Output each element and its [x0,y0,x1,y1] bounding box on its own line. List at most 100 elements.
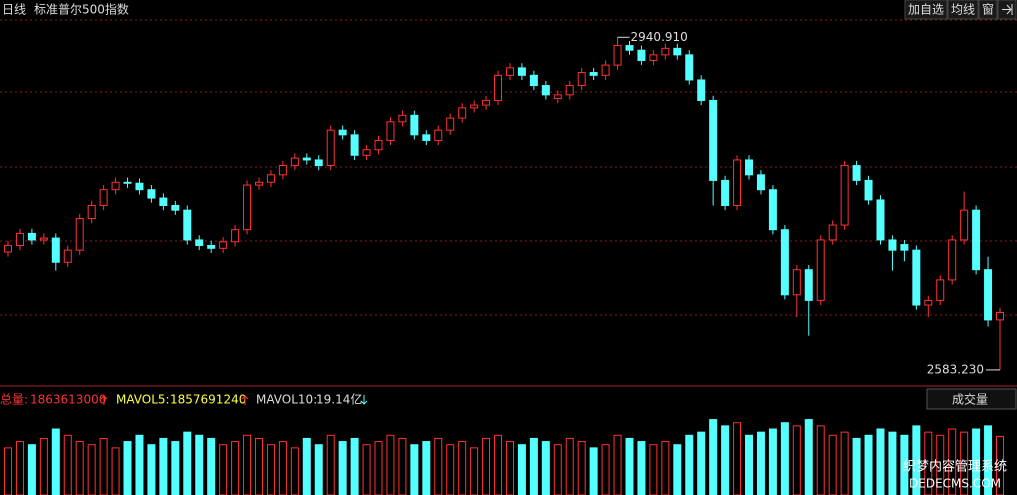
volume-bar [159,437,168,495]
down-arrow [360,395,368,405]
expand-icon [1002,4,1013,15]
candle-body [541,85,550,96]
candle-body [565,85,574,96]
candle-body [51,237,60,263]
volume-bar [111,447,120,495]
volume-bar [553,444,562,495]
candle-body [553,94,562,100]
candle-body [697,79,706,101]
volume-bar [39,437,48,495]
candle-body [123,181,132,184]
volume-bar [75,441,84,495]
button[interactable]: 均线 [951,3,975,17]
candle-body [972,209,981,271]
volume-bar [733,422,742,495]
volume-bar [673,444,682,495]
candle-body [39,237,48,241]
candle-body [87,205,96,220]
up-arrow [100,395,108,405]
candle-body [984,269,993,321]
instrument-name: 标准普尔500指数 [34,2,129,17]
candle-body [302,157,311,161]
watermark: DEDECMS.COM [909,477,1001,491]
candle-body [362,149,371,156]
volume-bar [601,444,610,495]
button[interactable]: 加自选 [908,3,944,17]
button[interactable]: 窗 [982,3,994,17]
annotation-label: 2583.230 [927,362,984,376]
volume-bar [278,441,287,495]
volume-bar [984,425,993,495]
candle-body [314,159,323,167]
candle-body [625,45,634,51]
candle-body [422,134,431,141]
candle-body [840,165,849,226]
candle-body [948,239,957,281]
candle-body [792,269,801,296]
volume-bar [147,444,156,495]
volume-bar [685,434,694,495]
candle-body [912,249,921,306]
volume-bar [816,425,825,495]
volume-bar [541,441,550,495]
candle-body [266,174,275,183]
volume-bar [195,434,204,495]
button-bg[interactable] [904,0,948,20]
volume-bar [792,425,801,495]
volume-bar [51,428,60,495]
volume-bar [87,444,96,495]
volume-bar [709,419,718,495]
volume-bar [410,444,419,495]
volume-bar [613,434,622,495]
volume-bar [482,437,491,495]
candle-body [900,244,909,251]
volume-bar [912,425,921,495]
candle-body [458,107,467,119]
candle-body [159,197,168,207]
candle-body [75,218,84,251]
volume-bar [494,434,503,495]
indicator-selector-label[interactable]: 成交量 [952,392,988,407]
up-arrow [241,395,249,405]
volume-bar [422,441,431,495]
candle-body [195,239,204,247]
volume-bar [828,434,837,495]
volume-bar [697,431,706,495]
candle-body [434,129,443,141]
volume-bar [565,437,574,495]
candle-body [135,182,144,191]
indicator-selector[interactable] [926,388,1017,410]
candle-body [398,114,407,123]
candle-body [183,209,192,241]
candle-body [721,179,730,207]
candle-body [482,99,491,106]
volume-bar [231,441,240,495]
candle-body [745,159,754,176]
volume-bar [243,434,252,495]
volume-bar [756,431,765,495]
candle-body [996,311,1004,321]
candle-body [470,104,479,109]
volume-bar [529,437,538,495]
volume-bar [625,437,634,495]
volume-bar [266,444,275,495]
candle-body [864,179,873,201]
candle-body [15,232,24,247]
button-bg[interactable] [978,0,998,20]
volume-bar [386,434,395,495]
candle-body [517,67,526,76]
volume-bar [840,431,849,495]
volume-bar [314,444,323,495]
volume-bar [589,447,598,495]
volume-bar [876,428,885,495]
volume-bar [505,441,514,495]
volume-bar [470,447,479,495]
volume-bar [852,437,861,495]
candle-body [768,189,777,231]
candle-body [529,74,538,87]
annotation-label: 2940.910 [631,30,688,44]
candle-body [374,139,383,151]
volume-bar [721,425,730,495]
button-bg[interactable] [947,0,979,20]
